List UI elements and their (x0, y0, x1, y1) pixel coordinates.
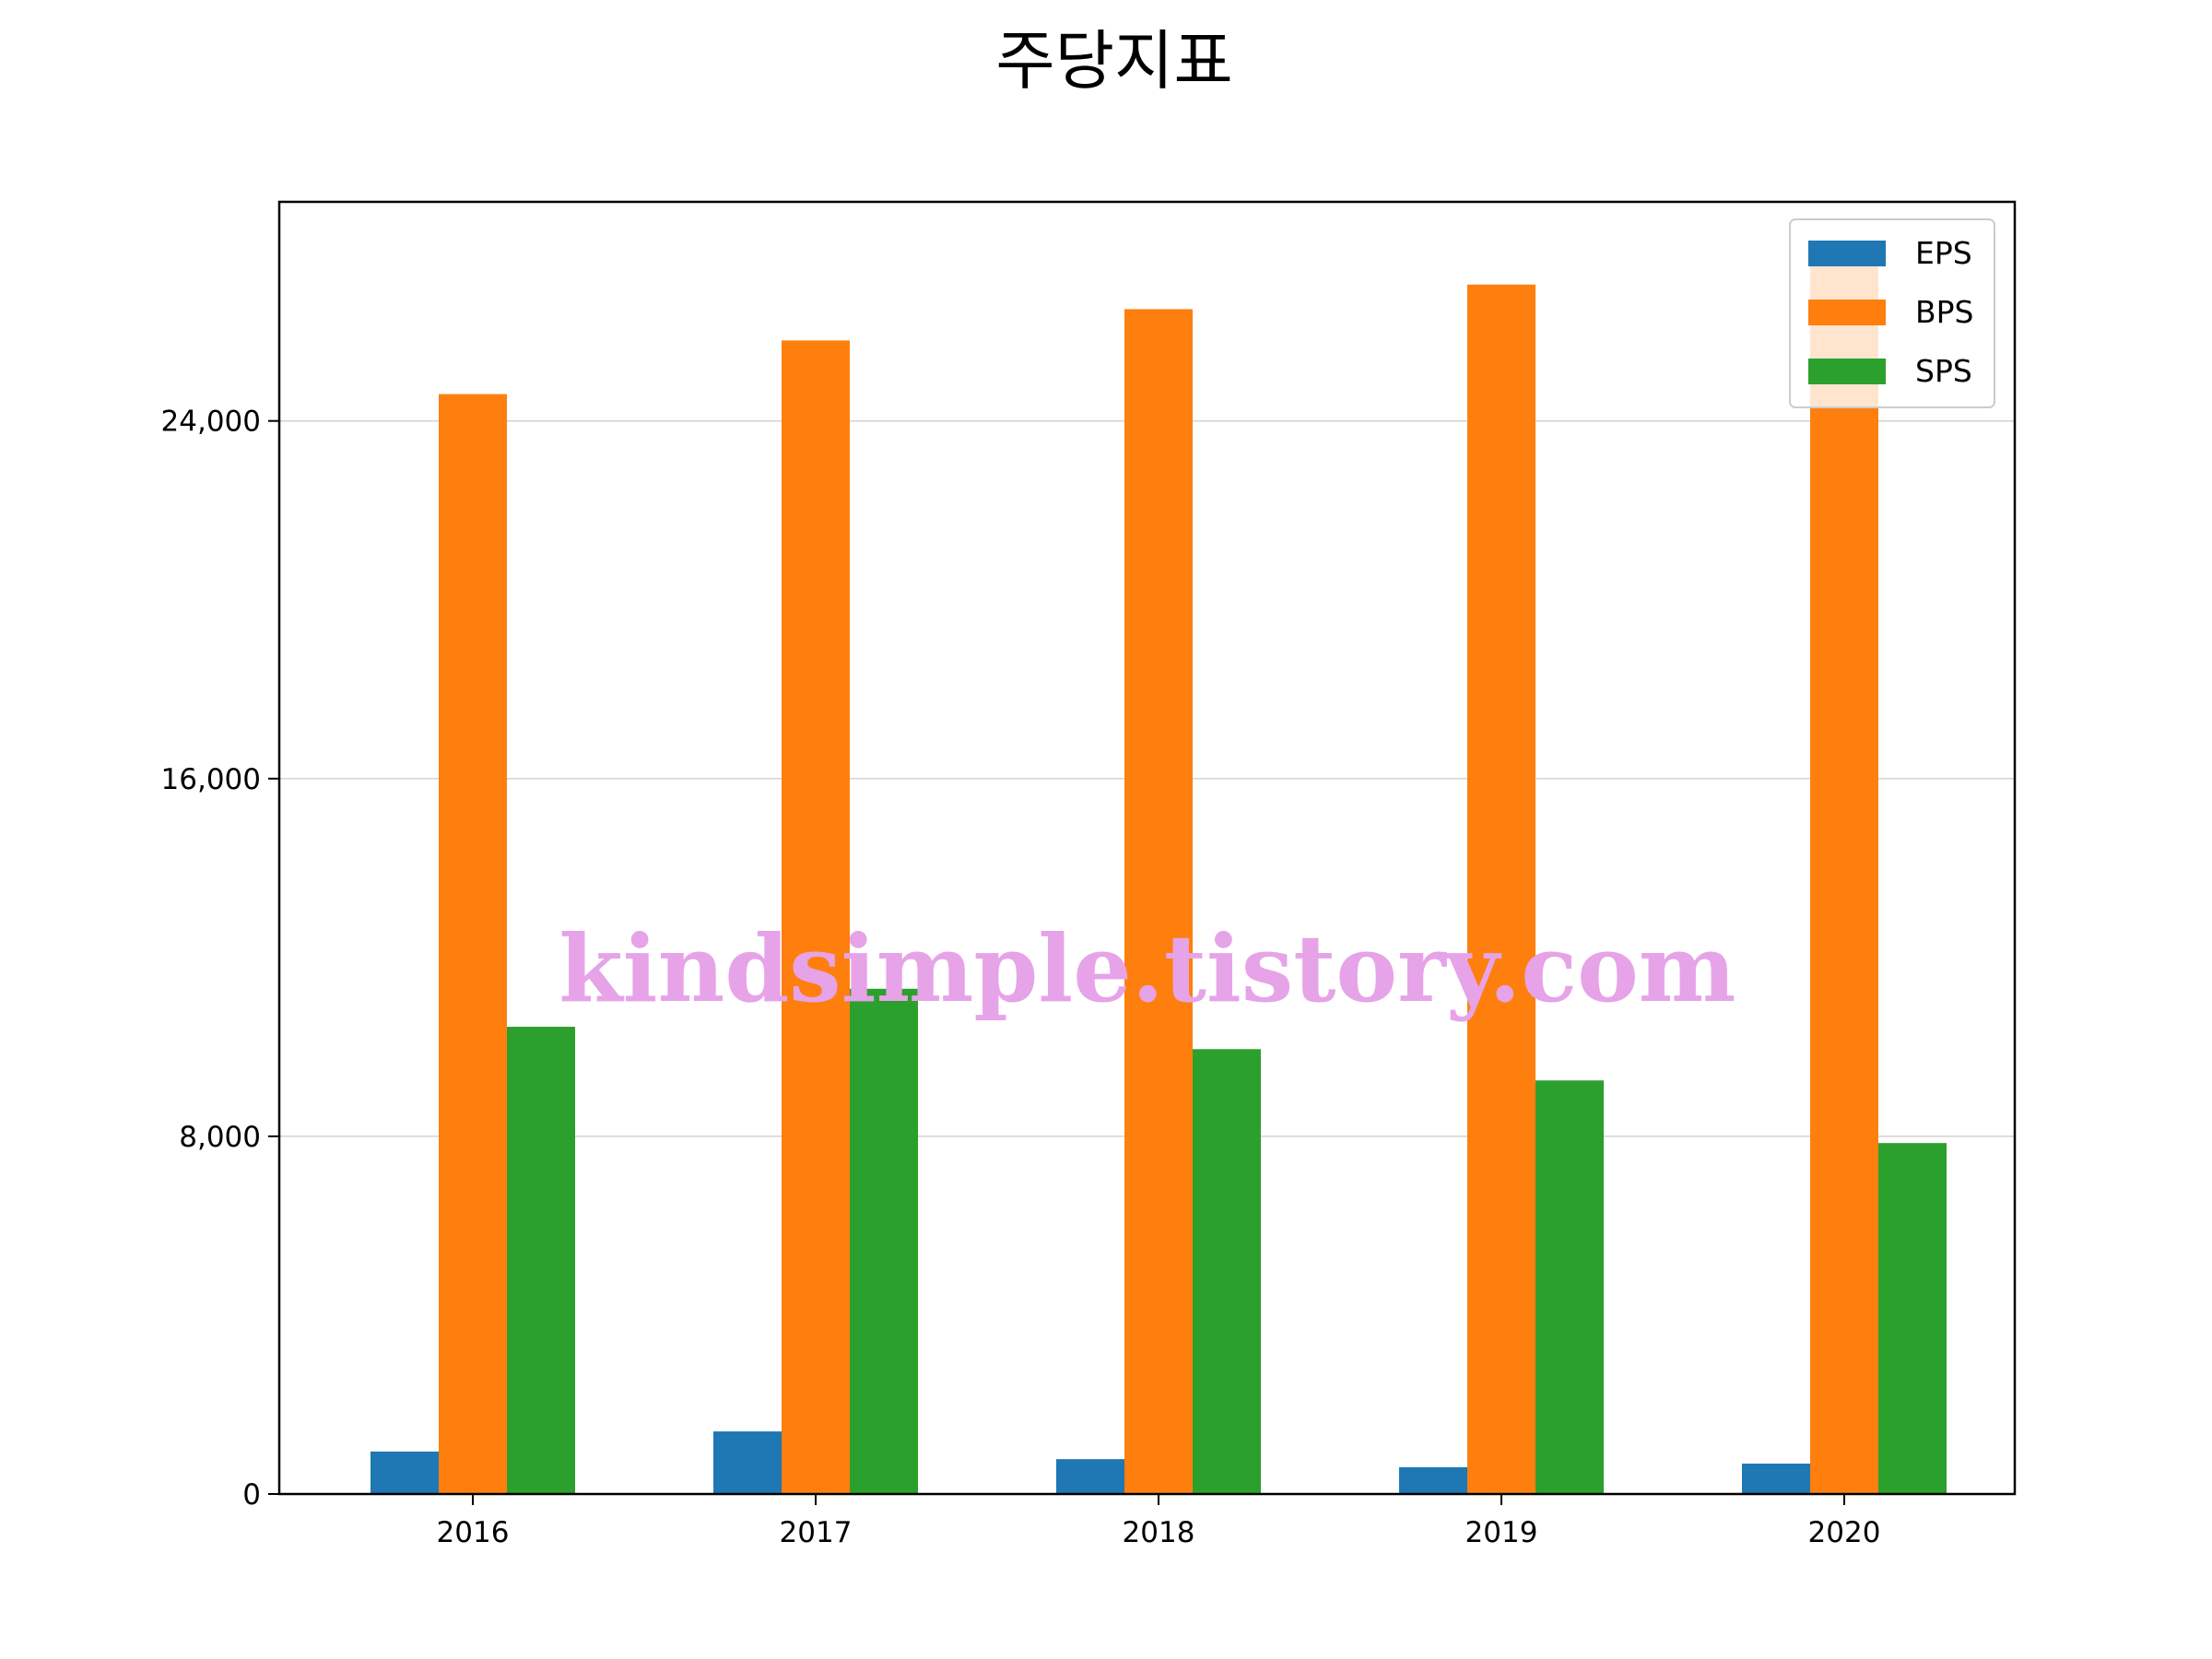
x-tick-label: 2018 (1123, 1516, 1195, 1549)
bar-eps-2019 (1399, 1466, 1467, 1494)
bar-sps-2019 (1535, 1080, 1604, 1494)
y-tick-label: 0 (242, 1478, 261, 1512)
x-tick-label: 2017 (780, 1516, 853, 1549)
x-tick-label: 2020 (1808, 1516, 1881, 1549)
plot-frame (277, 200, 2017, 1496)
y-tick-label: 24,000 (161, 406, 261, 439)
x-tick-label: 2019 (1465, 1516, 1538, 1549)
bar-bps-2019 (1467, 284, 1535, 1494)
bar-bps-2016 (439, 394, 507, 1495)
legend-label-sps: SPS (1915, 353, 1972, 389)
bar-bps-2020 (1810, 260, 1878, 1495)
bar-sps-2018 (1193, 1049, 1261, 1494)
legend-swatch-bps (1808, 300, 1886, 325)
y-tick-label: 8,000 (179, 1121, 261, 1154)
legend-swatch-sps (1808, 359, 1886, 384)
bar-sps-2016 (507, 1027, 575, 1494)
bar-eps-2017 (713, 1431, 782, 1494)
legend-label-eps: EPS (1915, 235, 1972, 271)
bar-eps-2016 (371, 1451, 439, 1494)
legend-swatch-eps (1808, 241, 1886, 266)
bar-bps-2018 (1124, 309, 1193, 1494)
bars (371, 260, 1947, 1495)
y-axis: 0 8,000 16,000 24,000 (161, 406, 279, 1512)
bar-eps-2018 (1056, 1459, 1124, 1494)
bar-eps-2020 (1742, 1464, 1810, 1494)
x-tick-label: 2016 (437, 1516, 510, 1549)
bar-bps-2017 (782, 340, 850, 1494)
legend: EPS BPS SPS (1789, 218, 1995, 408)
bar-sps-2017 (850, 988, 918, 1494)
y-tick-label: 16,000 (161, 763, 261, 796)
x-axis: 2016 2017 2018 2019 2020 (437, 1494, 1881, 1549)
bar-sps-2020 (1878, 1143, 1947, 1494)
watermark: kindsimple.tistory.com (559, 914, 1735, 1023)
chart-title: 주당지표 (995, 23, 1233, 99)
legend-label-bps: BPS (1915, 294, 1974, 330)
